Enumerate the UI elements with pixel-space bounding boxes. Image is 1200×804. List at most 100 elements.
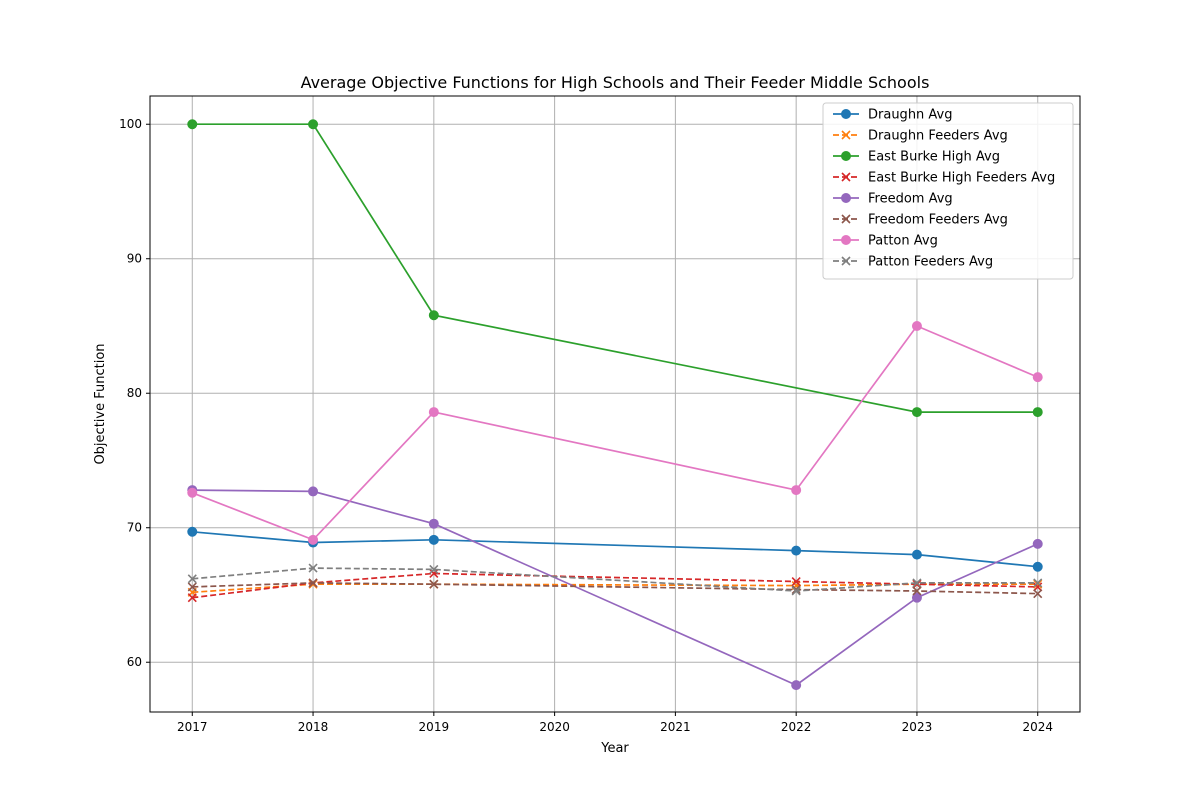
series-line-east-burke-high-feeders-avg [192,572,1038,599]
legend-label: Patton Feeders Avg [868,255,993,270]
data-point [911,592,922,603]
legend-entry: East Burke High Avg [833,150,1000,165]
data-point [308,578,318,588]
series-patton-avg [187,320,1043,545]
y-axis-label: Objective Function [93,343,108,464]
series-east-burke-high-avg [187,119,1043,418]
legend-marker [841,214,851,224]
series-freedom-feeders-avg [187,578,1043,599]
x-tick-label: 2023 [902,720,933,734]
series-line-freedom-avg [192,489,1039,687]
legend-label: Draughn Avg [868,108,953,123]
series-freedom-avg [187,485,1043,691]
legend-entry: Patton Feeders Avg [833,255,993,270]
data-point [187,119,198,130]
legend-entry: Draughn Avg [833,108,953,123]
x-tick-label: 2018 [298,720,329,734]
x-tick-label: 2020 [539,720,570,734]
y-axis: 60 70 80 90 100 [119,117,150,669]
x-tick-label: 2024 [1022,720,1053,734]
data-point [187,582,197,592]
legend-label: Freedom Feeders Avg [868,213,1008,228]
legend-marker [841,109,851,119]
y-tick-label: 90 [127,252,142,266]
data-point [308,486,319,497]
plot-area-frame [149,95,1081,713]
legend-marker [841,193,851,203]
data-point [308,534,319,545]
data-point [428,407,439,418]
data-point [187,526,198,537]
legend-label: Draughn Feeders Avg [868,129,1008,144]
x-tick-label: 2021 [660,720,691,734]
x-axis-label: Year [600,741,629,756]
data-point [791,585,801,595]
data-point [308,563,318,573]
data-point [791,485,802,496]
data-point [429,568,439,579]
x-tick-label: 2022 [781,720,812,734]
legend-entry: Freedom Avg [833,192,953,207]
data-point [1032,561,1043,572]
legend-entry: East Burke High Feeders Avg [833,171,1055,186]
x-axis: 2017 2018 2019 2020 2021 2022 2023 2024 [177,712,1053,734]
legend-entry: Draughn Feeders Avg [833,129,1008,144]
data-point [1033,579,1043,589]
legend-label: East Burke High Avg [868,150,1000,165]
data-point [791,576,801,587]
data-point [1033,582,1043,592]
data-point [429,564,439,574]
series-line-draughn-feeders-avg [192,583,1038,594]
series-line-freedom-feeders-avg [192,582,1038,595]
data-point [911,549,922,560]
data-point [187,487,198,498]
data-point [912,586,922,596]
data-point [911,320,922,331]
data-point [428,518,439,529]
x-tick-label: 2017 [177,720,208,734]
data-point [429,579,439,589]
data-point [1032,372,1043,383]
data-point [791,586,801,596]
series-patton-feeders-avg [187,563,1043,596]
data-point [911,407,922,418]
legend-label: East Burke High Feeders Avg [868,171,1055,186]
legend-box [822,102,1074,280]
legend-marker [841,151,851,161]
legend-label: Freedom Avg [868,192,953,207]
legend: Draughn Avg Draughn Feeders Avg East Burke… [822,102,1074,280]
data-point [1033,589,1043,599]
data-point [1033,578,1043,588]
data-point [791,545,802,556]
data-point [1032,407,1043,418]
y-tick-label: 70 [127,521,142,535]
data-point [187,574,197,584]
series-line-draughn-avg [192,530,1038,568]
series-line-patton-feeders-avg [192,567,1038,592]
legend-label: Patton Avg [868,234,938,249]
data-point [912,578,922,588]
legend-entry: Freedom Feeders Avg [833,213,1008,228]
data-point [1032,538,1043,549]
data-point [912,579,922,589]
x-tick-label: 2019 [419,720,450,734]
y-tick-label: 80 [127,386,142,400]
data-point [428,310,439,321]
series-layer [187,119,1043,691]
y-tick-label: 60 [127,655,142,669]
data-point [308,119,319,130]
legend-marker [841,130,851,140]
data-point [308,579,318,589]
legend-marker [841,235,851,245]
legend-entry: Patton Avg [833,234,938,249]
data-point [428,534,439,545]
y-tick-label: 100 [119,117,142,131]
series-line-patton-avg [191,324,1039,541]
legend-marker [841,172,851,182]
data-point [187,593,197,603]
chart-title: Average Objective Functions for High Sch… [301,73,930,92]
legend-marker [841,256,851,266]
data-point [791,680,802,691]
